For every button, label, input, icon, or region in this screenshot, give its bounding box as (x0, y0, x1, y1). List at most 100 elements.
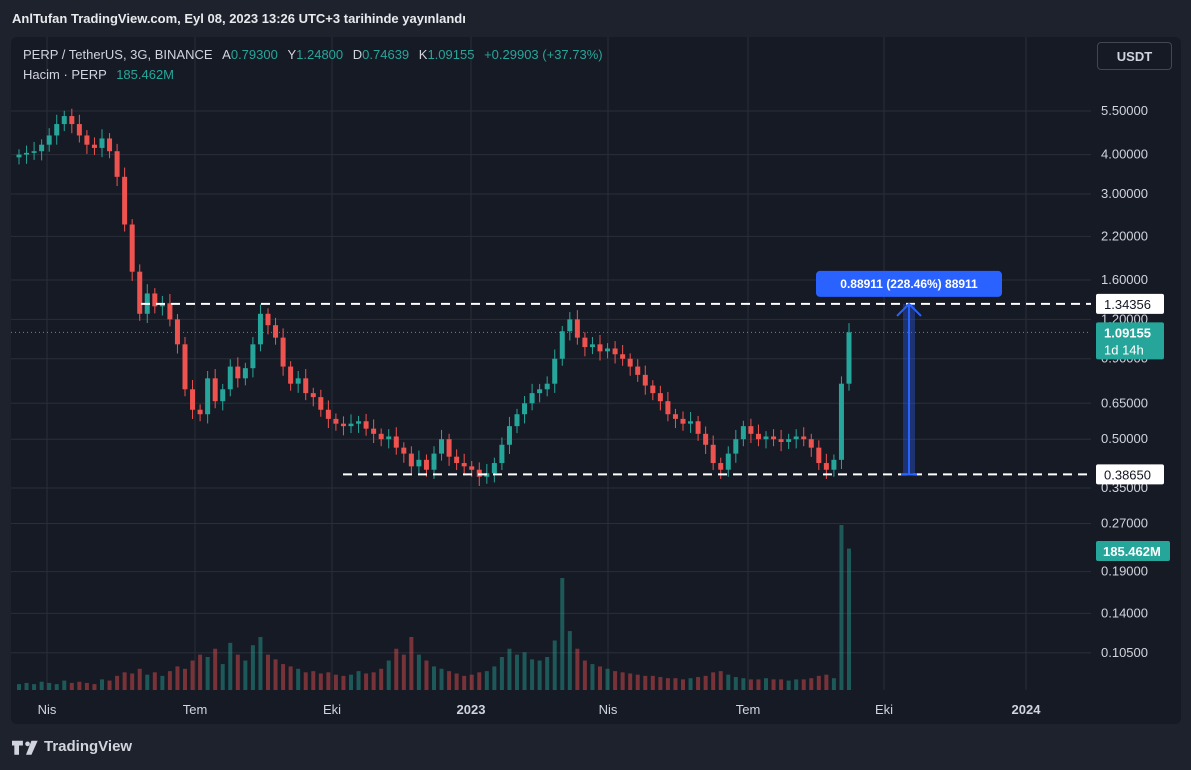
candle (265, 308, 271, 335)
candle-body (273, 325, 279, 338)
candle-body (69, 116, 75, 125)
candle (24, 145, 30, 164)
currency-button[interactable]: USDT (1097, 42, 1172, 70)
candle (461, 453, 467, 476)
volume-bar (545, 657, 550, 690)
candle (61, 110, 67, 132)
candle (695, 415, 701, 441)
volume-bar (100, 679, 104, 690)
candle (197, 404, 203, 422)
volume-label[interactable]: Hacim · PERP (23, 67, 107, 82)
candle (31, 141, 37, 160)
candle (295, 370, 301, 393)
candle-body (476, 469, 482, 477)
candle-body (91, 144, 97, 148)
candle-body (627, 358, 633, 367)
candle-body (416, 459, 422, 467)
candle-body (401, 447, 407, 454)
volume-bar (665, 678, 670, 690)
candle-body (280, 337, 286, 367)
candle-body (137, 271, 143, 314)
volume-bar (190, 660, 195, 690)
volume-bar (326, 672, 331, 690)
candle-body (567, 319, 573, 332)
candle (227, 359, 233, 397)
volume-bar (198, 654, 203, 690)
candle-body (838, 383, 844, 460)
volume-bar (681, 679, 685, 690)
measure-arrowhead (896, 302, 922, 317)
candle-body (378, 433, 384, 440)
volume-bar (628, 673, 633, 690)
candle (190, 380, 196, 419)
x-tick-label: Eki (875, 702, 893, 717)
price-chart[interactable]: 0.88911 (228.46%) 88911 5.50000 4.00000 3.0… (11, 37, 1181, 724)
candle (733, 429, 739, 463)
volume-bar (213, 648, 218, 690)
candle-body (620, 354, 626, 359)
x-tick-label: Nis (38, 702, 57, 717)
volume-bar (462, 675, 467, 690)
candle-body (786, 439, 792, 442)
volume-bar (537, 660, 542, 690)
candle-body (325, 409, 331, 419)
volume-bar (560, 578, 565, 690)
candle-body (371, 428, 377, 434)
candle (242, 362, 248, 386)
candle (371, 419, 377, 444)
candle (54, 114, 60, 145)
volume-bar (17, 684, 21, 690)
volume-bar (643, 675, 648, 690)
countdown-label: 1d 14h (1104, 342, 1144, 357)
candle-body (544, 383, 550, 390)
tradingview-brand[interactable]: TradingView (12, 738, 132, 755)
candle (650, 380, 656, 401)
candle (748, 418, 754, 444)
candle-body (250, 344, 256, 369)
candle (333, 413, 339, 431)
candle (280, 328, 286, 376)
candle-body (559, 331, 565, 359)
volume-bar (635, 674, 640, 690)
candle (672, 408, 678, 429)
volume-bar (266, 654, 270, 690)
volume-bar (590, 664, 595, 690)
volume-bar (454, 673, 459, 690)
symbol-name[interactable]: PERP / TetherUS, 3G, BINANCE (23, 47, 213, 62)
candle (627, 353, 633, 376)
candle-body (688, 421, 694, 424)
volume-bar (303, 672, 308, 690)
candle-body (665, 401, 671, 415)
volume-bar (296, 668, 301, 690)
volume-bar (84, 682, 89, 690)
candle-body (31, 151, 37, 153)
candle (303, 369, 309, 401)
candle-body (340, 423, 346, 427)
candle-body (295, 378, 301, 384)
candle (386, 429, 392, 449)
chart-panel[interactable]: 0.88911 (228.46%) 88911 5.50000 4.00000 3.0… (11, 37, 1181, 724)
volume-bar (809, 678, 814, 690)
volume-bar (258, 636, 263, 690)
candle-body (16, 154, 22, 158)
candle (122, 167, 128, 232)
candle (182, 336, 188, 397)
volume-bar (696, 677, 701, 690)
volume-bar (371, 672, 376, 690)
candle (710, 435, 716, 471)
volume-bar (613, 671, 618, 690)
candle-body (537, 389, 543, 394)
y-tick-label: 1.60000 (1101, 272, 1148, 287)
candle-body (446, 439, 452, 457)
candle-body (703, 433, 709, 445)
volume-bar (32, 684, 37, 690)
volume-bar (47, 682, 52, 690)
candle-body (755, 433, 761, 440)
volume-bar (620, 672, 625, 690)
volume-bar (235, 654, 240, 690)
candle-body (220, 389, 226, 402)
candle-body (710, 444, 716, 464)
candle-body (393, 436, 399, 448)
candle-body (197, 409, 203, 415)
candle-body (114, 151, 120, 177)
